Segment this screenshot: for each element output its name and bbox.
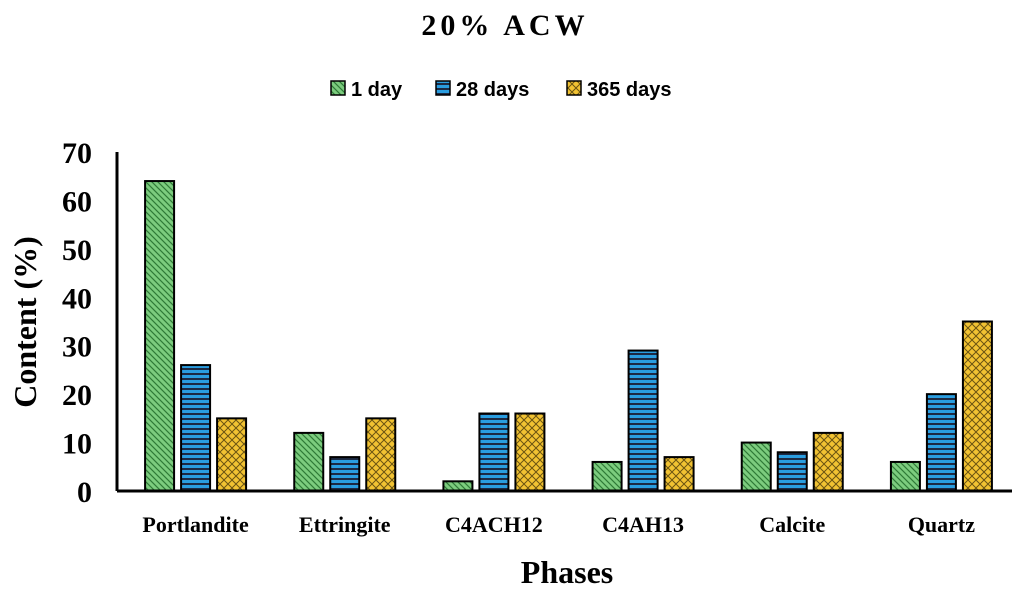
y-tick-label: 0 xyxy=(77,476,92,509)
bar-28-days-portlandite xyxy=(180,364,212,493)
bar-365-days-c4ach12 xyxy=(514,412,546,492)
bar-28-days-calcite xyxy=(776,451,808,492)
bar-365-days-ettringite xyxy=(365,417,397,493)
y-axis-ticks: 0 10 20 30 40 50 60 70 xyxy=(62,137,92,509)
x-tick-label: Calcite xyxy=(759,512,825,537)
x-tick-label: C4ACH12 xyxy=(445,512,543,537)
legend-label: 365 days xyxy=(587,79,672,101)
bar-1-day-calcite xyxy=(740,441,772,493)
bar-series xyxy=(144,180,993,493)
legend-swatch xyxy=(435,80,451,96)
y-tick-label: 30 xyxy=(62,331,92,364)
y-tick-label: 10 xyxy=(62,428,92,461)
x-tick-label: C4AH13 xyxy=(602,512,684,537)
bar-1-day-portlandite xyxy=(144,180,176,493)
bar-28-days-c4ah13 xyxy=(627,349,659,492)
bar-28-days-quartz xyxy=(925,393,957,492)
chart-title: 20% ACW xyxy=(421,9,588,42)
x-tick-label: Ettringite xyxy=(299,512,391,537)
bar-365-days-quartz xyxy=(961,320,993,492)
y-tick-label: 20 xyxy=(62,379,92,412)
y-axis-title: Content (%) xyxy=(7,236,43,408)
bar-365-days-calcite xyxy=(812,431,844,492)
y-tick-label: 40 xyxy=(62,282,92,315)
x-axis-tick-labels: Portlandite Ettringite C4ACH12 C4AH13 Calcit… xyxy=(142,512,975,537)
bar-28-days-c4ach12 xyxy=(478,412,510,492)
x-tick-label: Quartz xyxy=(908,512,975,537)
legend-swatch xyxy=(566,80,582,96)
bar-365-days-portlandite xyxy=(216,417,248,493)
legend-label: 28 days xyxy=(456,79,529,101)
y-tick-label: 50 xyxy=(62,234,92,267)
bar-1-day-c4ah13 xyxy=(591,460,623,493)
bar-28-days-ettringite xyxy=(329,456,361,493)
legend-label: 1 day xyxy=(351,79,403,101)
x-axis-title: Phases xyxy=(521,554,613,590)
bar-1-day-quartz xyxy=(889,460,921,493)
x-tick-label: Portlandite xyxy=(142,512,249,537)
y-tick-label: 70 xyxy=(62,137,92,170)
bar-1-day-ettringite xyxy=(293,431,325,492)
bar-365-days-c4ah13 xyxy=(663,456,695,493)
chart-legend: 1 day 28 days 365 days xyxy=(330,79,672,101)
legend-swatch xyxy=(330,80,346,96)
y-tick-label: 60 xyxy=(62,185,92,218)
